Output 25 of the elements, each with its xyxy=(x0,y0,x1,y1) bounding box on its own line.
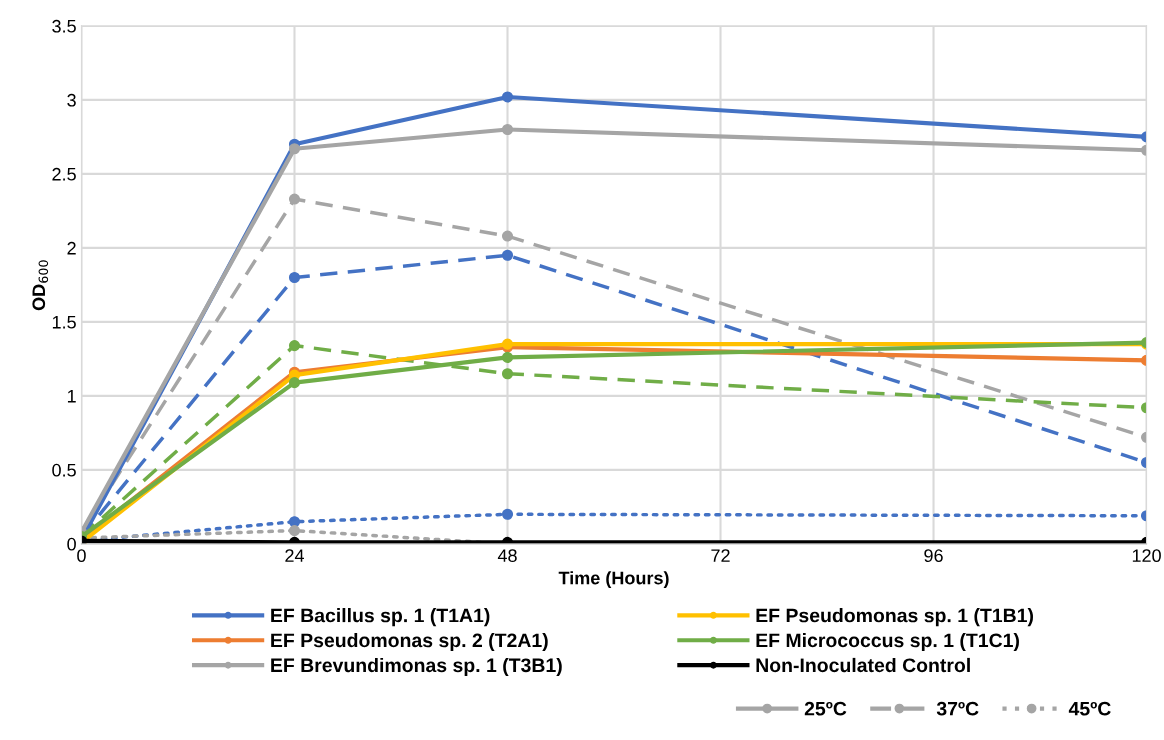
x-tick-label: 48 xyxy=(497,549,517,563)
y-tick-label: 1 xyxy=(67,390,76,403)
y-tick-label: 3.5 xyxy=(52,19,76,33)
x-tick-label: 24 xyxy=(285,549,305,562)
legend-label: EF Pseudomonas sp. 1 (T1B1) xyxy=(756,608,1033,627)
y-axis-title: OD$_{600}$ xyxy=(32,260,49,311)
legend-label: EF Bacillus sp. 1 (T1A1) xyxy=(271,608,490,627)
x-tick-label: 0 xyxy=(77,549,86,563)
y-tick-label: 0 xyxy=(67,537,76,551)
y-tick-label: 1.5 xyxy=(52,316,76,329)
x-axis-title: Time (Hours) xyxy=(558,571,669,588)
y-tick-label: 2.5 xyxy=(52,167,76,181)
x-tick-label: 96 xyxy=(924,549,943,563)
legend-label: EF Micrococcus sp. 1 (T1C1) xyxy=(756,632,1019,652)
x-tick-label: 72 xyxy=(711,549,730,562)
text: 45ºC xyxy=(1068,701,1111,716)
x-tick-label: 120 xyxy=(1132,549,1161,563)
legend-label: EF Pseudomonas sp. 2 (T2A1) xyxy=(271,632,548,652)
y-tick-label: 2 xyxy=(67,241,76,255)
y-tick-label: 0.5 xyxy=(52,463,76,477)
y-tick-label: 3 xyxy=(67,93,76,107)
legend-label: EF Brevundimonas sp. 1 (T3B1) xyxy=(271,657,562,677)
text: 25ºC xyxy=(804,701,847,716)
legend-label: Non-Inoculated Control xyxy=(756,657,970,673)
text: 37ºC xyxy=(936,701,979,716)
